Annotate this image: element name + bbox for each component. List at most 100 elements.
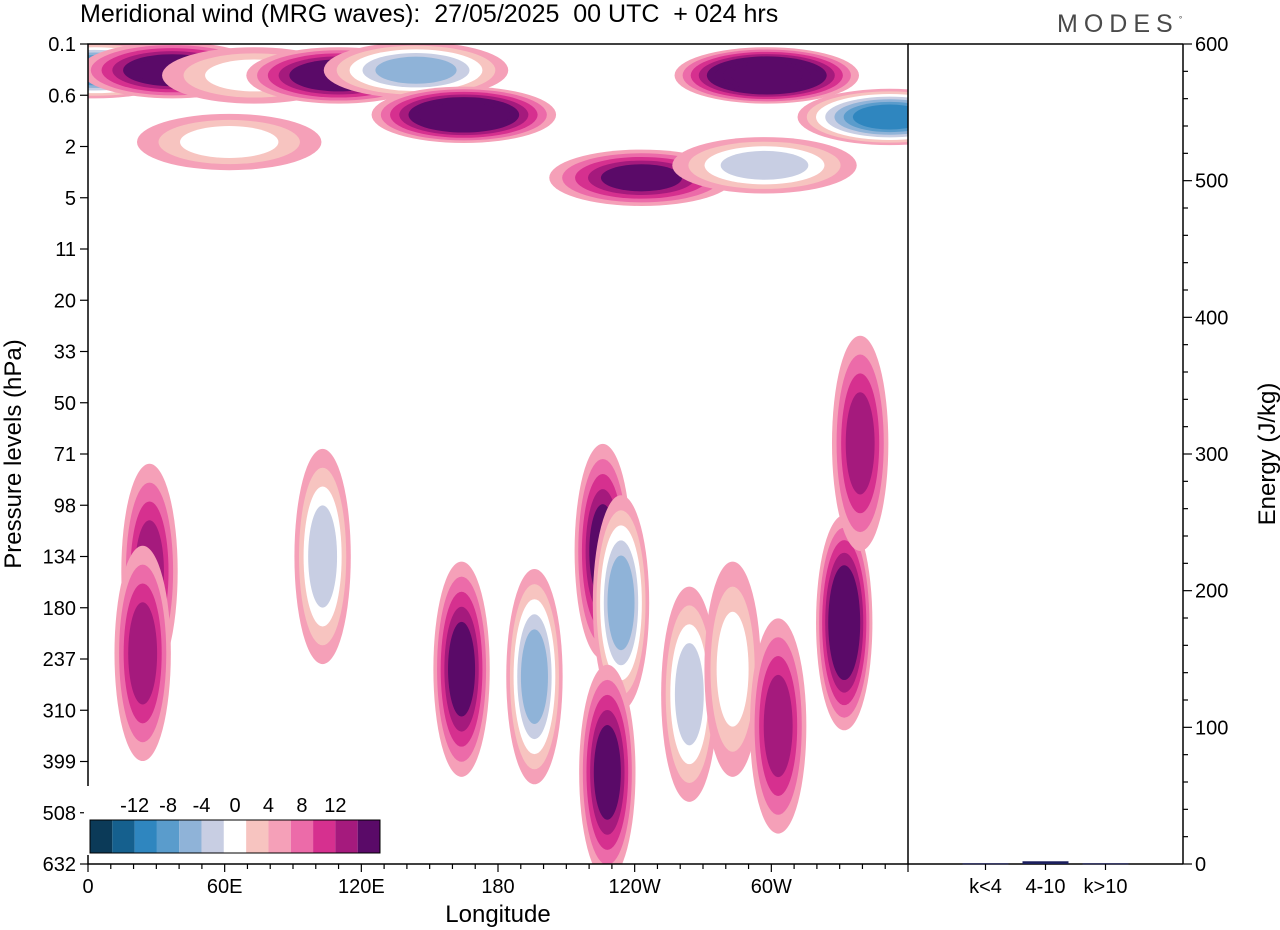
heatmap-field [88, 44, 908, 864]
colorbar-frame [89, 819, 381, 854]
y-tick-label: 508 [43, 803, 76, 825]
y-tick-label: 71 [54, 444, 76, 466]
energy-tick-label: 600 [1195, 34, 1228, 56]
contour-band [520, 629, 548, 725]
colorbar-swatch [223, 820, 247, 853]
energy-tick-label: 400 [1195, 307, 1228, 329]
energy-tick-label: 100 [1195, 717, 1228, 739]
contour-band [607, 555, 635, 651]
colorbar-label: -4 [193, 795, 211, 817]
colorbar-label: 0 [229, 795, 240, 817]
colorbar-swatch [179, 820, 202, 853]
x-tick-label: 60W [751, 876, 792, 898]
colorbar-label: 8 [296, 795, 307, 817]
colorbar-swatch [357, 820, 380, 853]
energy-bar [1022, 861, 1069, 864]
energy-tick-label: 200 [1195, 581, 1228, 603]
wind-cell [506, 569, 563, 785]
contour-band [600, 164, 683, 192]
modes-logo: MODES° [1057, 10, 1182, 39]
contour-band [716, 611, 749, 727]
chart-title: Meridional wind (MRG waves): 27/05/2025 … [80, 0, 779, 28]
wind-cell [114, 545, 171, 762]
contour-band [448, 621, 476, 717]
brand-text: MODES [1057, 10, 1179, 38]
wind-cell [797, 88, 908, 146]
colorbar-swatch [90, 820, 113, 853]
y-axis-title: Pressure levels (hPa) [0, 339, 27, 568]
energy-axis-title: Energy (J/kg) [1254, 383, 1280, 526]
wind-cell [749, 618, 807, 834]
contour-band [426, 102, 501, 128]
heatmap-axes: 0.1 0.6 2 5 11 20 33 50 71 98 134 180 237 310 399 508 63… [43, 34, 909, 898]
y-tick-label: 50 [54, 393, 76, 415]
colorbar-swatch [268, 820, 291, 853]
y-tick-label: 5 [65, 188, 76, 210]
x-tick-label: 60E [207, 876, 243, 898]
energy-tick-label: 300 [1195, 444, 1228, 466]
y-tick-label: 33 [54, 342, 76, 364]
x-tick-label: 180 [481, 876, 514, 898]
colorbar-swatch [134, 820, 157, 853]
y-tick-label: 632 [43, 854, 76, 876]
colorbar-swatch [290, 820, 314, 853]
wind-cell [371, 86, 557, 143]
energy-tick-label: 0 [1195, 854, 1206, 876]
wind-cell [672, 137, 857, 194]
y-tick-label: 2 [65, 137, 76, 159]
contour-band [720, 150, 809, 180]
colorbar-swatch [313, 820, 336, 853]
contour-band [308, 505, 338, 608]
colorbar-label: -12 [120, 795, 149, 817]
energy-category-label: k<4 [969, 876, 1002, 898]
energy-category-label: 4-10 [1025, 876, 1065, 898]
contour-band [674, 643, 704, 746]
wind-cell [661, 586, 718, 802]
wind-cell [294, 448, 351, 665]
wind-cell [674, 47, 860, 104]
wind-cell [323, 44, 509, 99]
contour-band [852, 104, 908, 130]
energy-panel: 0 100 200 300 400 500 600 k<4 4-10 k>10 [908, 34, 1228, 898]
y-tick-label: 310 [43, 700, 76, 722]
contour-band [128, 602, 158, 705]
y-tick-label: 237 [43, 649, 76, 671]
energy-bar [1082, 863, 1129, 865]
y-tick-label: 399 [43, 752, 76, 774]
contour-band [593, 725, 621, 820]
contour-band [180, 126, 279, 158]
contour-band [375, 56, 457, 84]
colorbar-label: 12 [324, 795, 346, 817]
contour-band [831, 577, 858, 668]
x-tick-label: 120E [338, 876, 385, 898]
y-tick-label: 0.6 [48, 85, 76, 107]
colorbar-swatch [335, 820, 358, 853]
x-tick-label: 120W [609, 876, 661, 898]
y-tick-label: 20 [54, 290, 76, 312]
colorbar-label: 4 [263, 795, 274, 817]
y-tick-label: 180 [43, 598, 76, 620]
colorbar-swatch [246, 820, 269, 853]
y-tick-label: 0.1 [48, 34, 76, 56]
energy-tick-label: 500 [1195, 171, 1228, 193]
energy-bar [962, 863, 1009, 865]
brand-mark: ° [1178, 14, 1183, 25]
wind-cell [136, 113, 322, 171]
y-tick-label: 98 [54, 495, 76, 517]
wind-cell [704, 561, 761, 777]
colorbar-swatch [201, 820, 224, 853]
colorbar-swatch [112, 820, 135, 853]
wind-cell [816, 515, 873, 731]
contour-band [845, 392, 875, 495]
y-tick-label: 134 [43, 547, 76, 569]
colorbar-swatch [156, 820, 180, 853]
colorbar-label: -8 [159, 795, 177, 817]
y-tick-label: 11 [55, 239, 76, 261]
contour-band [731, 63, 803, 88]
contour-band [763, 674, 793, 778]
wind-cell [579, 664, 636, 864]
colorbar: -12 -8 -4 0 4 8 12 [84, 786, 382, 855]
wind-cell [831, 335, 889, 551]
wind-cell [592, 495, 650, 711]
